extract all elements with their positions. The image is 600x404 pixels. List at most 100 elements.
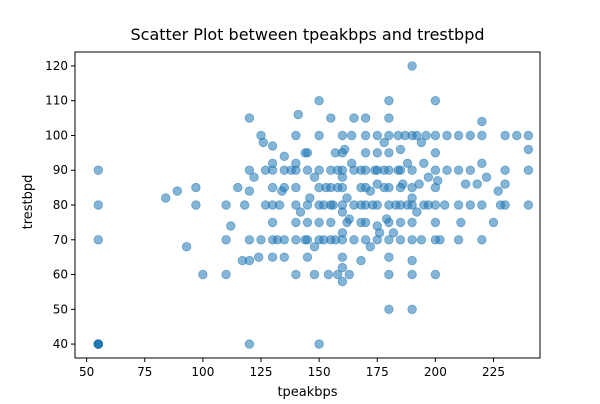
data-point (407, 269, 417, 280)
data-point (440, 200, 450, 210)
data-point (279, 151, 290, 162)
x-tick-label: 175 (366, 365, 389, 379)
data-point (314, 217, 324, 228)
data-point (453, 130, 464, 141)
data-point (267, 141, 278, 151)
data-point (344, 214, 355, 224)
x-tick-label: 75 (137, 365, 152, 379)
data-point (302, 217, 313, 228)
axes: 50 75 100 125 150 175 200 225 40 50 60 70 80 90 100 110… (45, 51, 541, 379)
y-axis-label: trestbpd (21, 175, 36, 230)
y-tick-label: 50 (53, 302, 68, 316)
data-point (477, 158, 487, 169)
data-point (305, 193, 315, 203)
data-point (172, 186, 183, 196)
data-point (465, 200, 476, 210)
data-point (395, 165, 406, 175)
data-point (198, 269, 208, 280)
data-point (407, 193, 417, 203)
data-point (407, 217, 417, 228)
data-point (384, 165, 394, 175)
data-point (221, 200, 231, 210)
data-point (430, 165, 441, 175)
data-point (314, 165, 324, 175)
data-point (337, 200, 348, 210)
data-point (244, 339, 255, 349)
data-point (314, 339, 324, 349)
data-point (274, 200, 285, 210)
data-point (279, 252, 290, 262)
data-point (309, 241, 320, 252)
data-point (342, 193, 352, 203)
data-point (302, 252, 313, 262)
data-point (291, 158, 301, 169)
data-point (500, 179, 510, 189)
data-point (430, 130, 441, 141)
data-point (395, 144, 406, 155)
data-point (384, 217, 394, 228)
data-point (360, 165, 371, 175)
data-point (414, 179, 424, 189)
data-point (93, 339, 104, 349)
data-point (279, 182, 290, 193)
data-point (337, 130, 348, 141)
data-point (233, 182, 243, 193)
data-point (453, 165, 464, 175)
data-point (407, 235, 417, 245)
data-point (384, 148, 394, 158)
data-point (477, 200, 487, 210)
data-points (93, 61, 534, 349)
data-point (388, 228, 399, 238)
data-point (360, 217, 371, 228)
data-point (472, 179, 482, 189)
y-tick-label: 60 (53, 268, 68, 282)
data-point (302, 165, 313, 175)
data-point (416, 235, 427, 245)
data-point (360, 148, 371, 158)
x-tick-label: 125 (250, 365, 273, 379)
data-point (435, 235, 445, 245)
y-tick-label: 40 (53, 337, 68, 351)
data-point (344, 269, 355, 280)
data-point (267, 158, 278, 169)
data-point (333, 269, 343, 280)
data-point (512, 130, 522, 141)
data-point (433, 175, 443, 186)
data-point (244, 165, 255, 175)
data-point (430, 200, 441, 210)
data-point (267, 252, 278, 262)
data-point (244, 255, 255, 266)
data-point (244, 186, 255, 196)
y-tick-label: 100 (45, 128, 68, 142)
data-point (295, 207, 306, 217)
data-point (309, 269, 320, 280)
data-point (374, 228, 385, 238)
data-point (384, 113, 394, 123)
data-point (347, 130, 357, 141)
data-point (477, 116, 487, 127)
data-point (384, 252, 394, 262)
data-point (500, 130, 510, 141)
data-point (430, 95, 441, 106)
data-point (314, 130, 324, 141)
data-point (384, 95, 394, 106)
data-point (326, 113, 336, 123)
y-tick-label: 70 (53, 233, 68, 247)
data-point (191, 182, 201, 193)
data-point (256, 235, 266, 245)
data-point (337, 165, 348, 175)
y-tick-label: 120 (45, 59, 68, 73)
data-point (365, 241, 376, 252)
data-point (398, 179, 408, 189)
data-point (430, 148, 441, 158)
x-tick-label: 50 (79, 365, 94, 379)
x-tick-label: 150 (308, 365, 331, 379)
data-point (442, 130, 452, 141)
data-point (291, 130, 301, 141)
data-point (372, 130, 383, 141)
data-point (488, 217, 499, 228)
data-point (416, 137, 427, 148)
data-point (291, 217, 301, 228)
data-point (244, 235, 255, 245)
